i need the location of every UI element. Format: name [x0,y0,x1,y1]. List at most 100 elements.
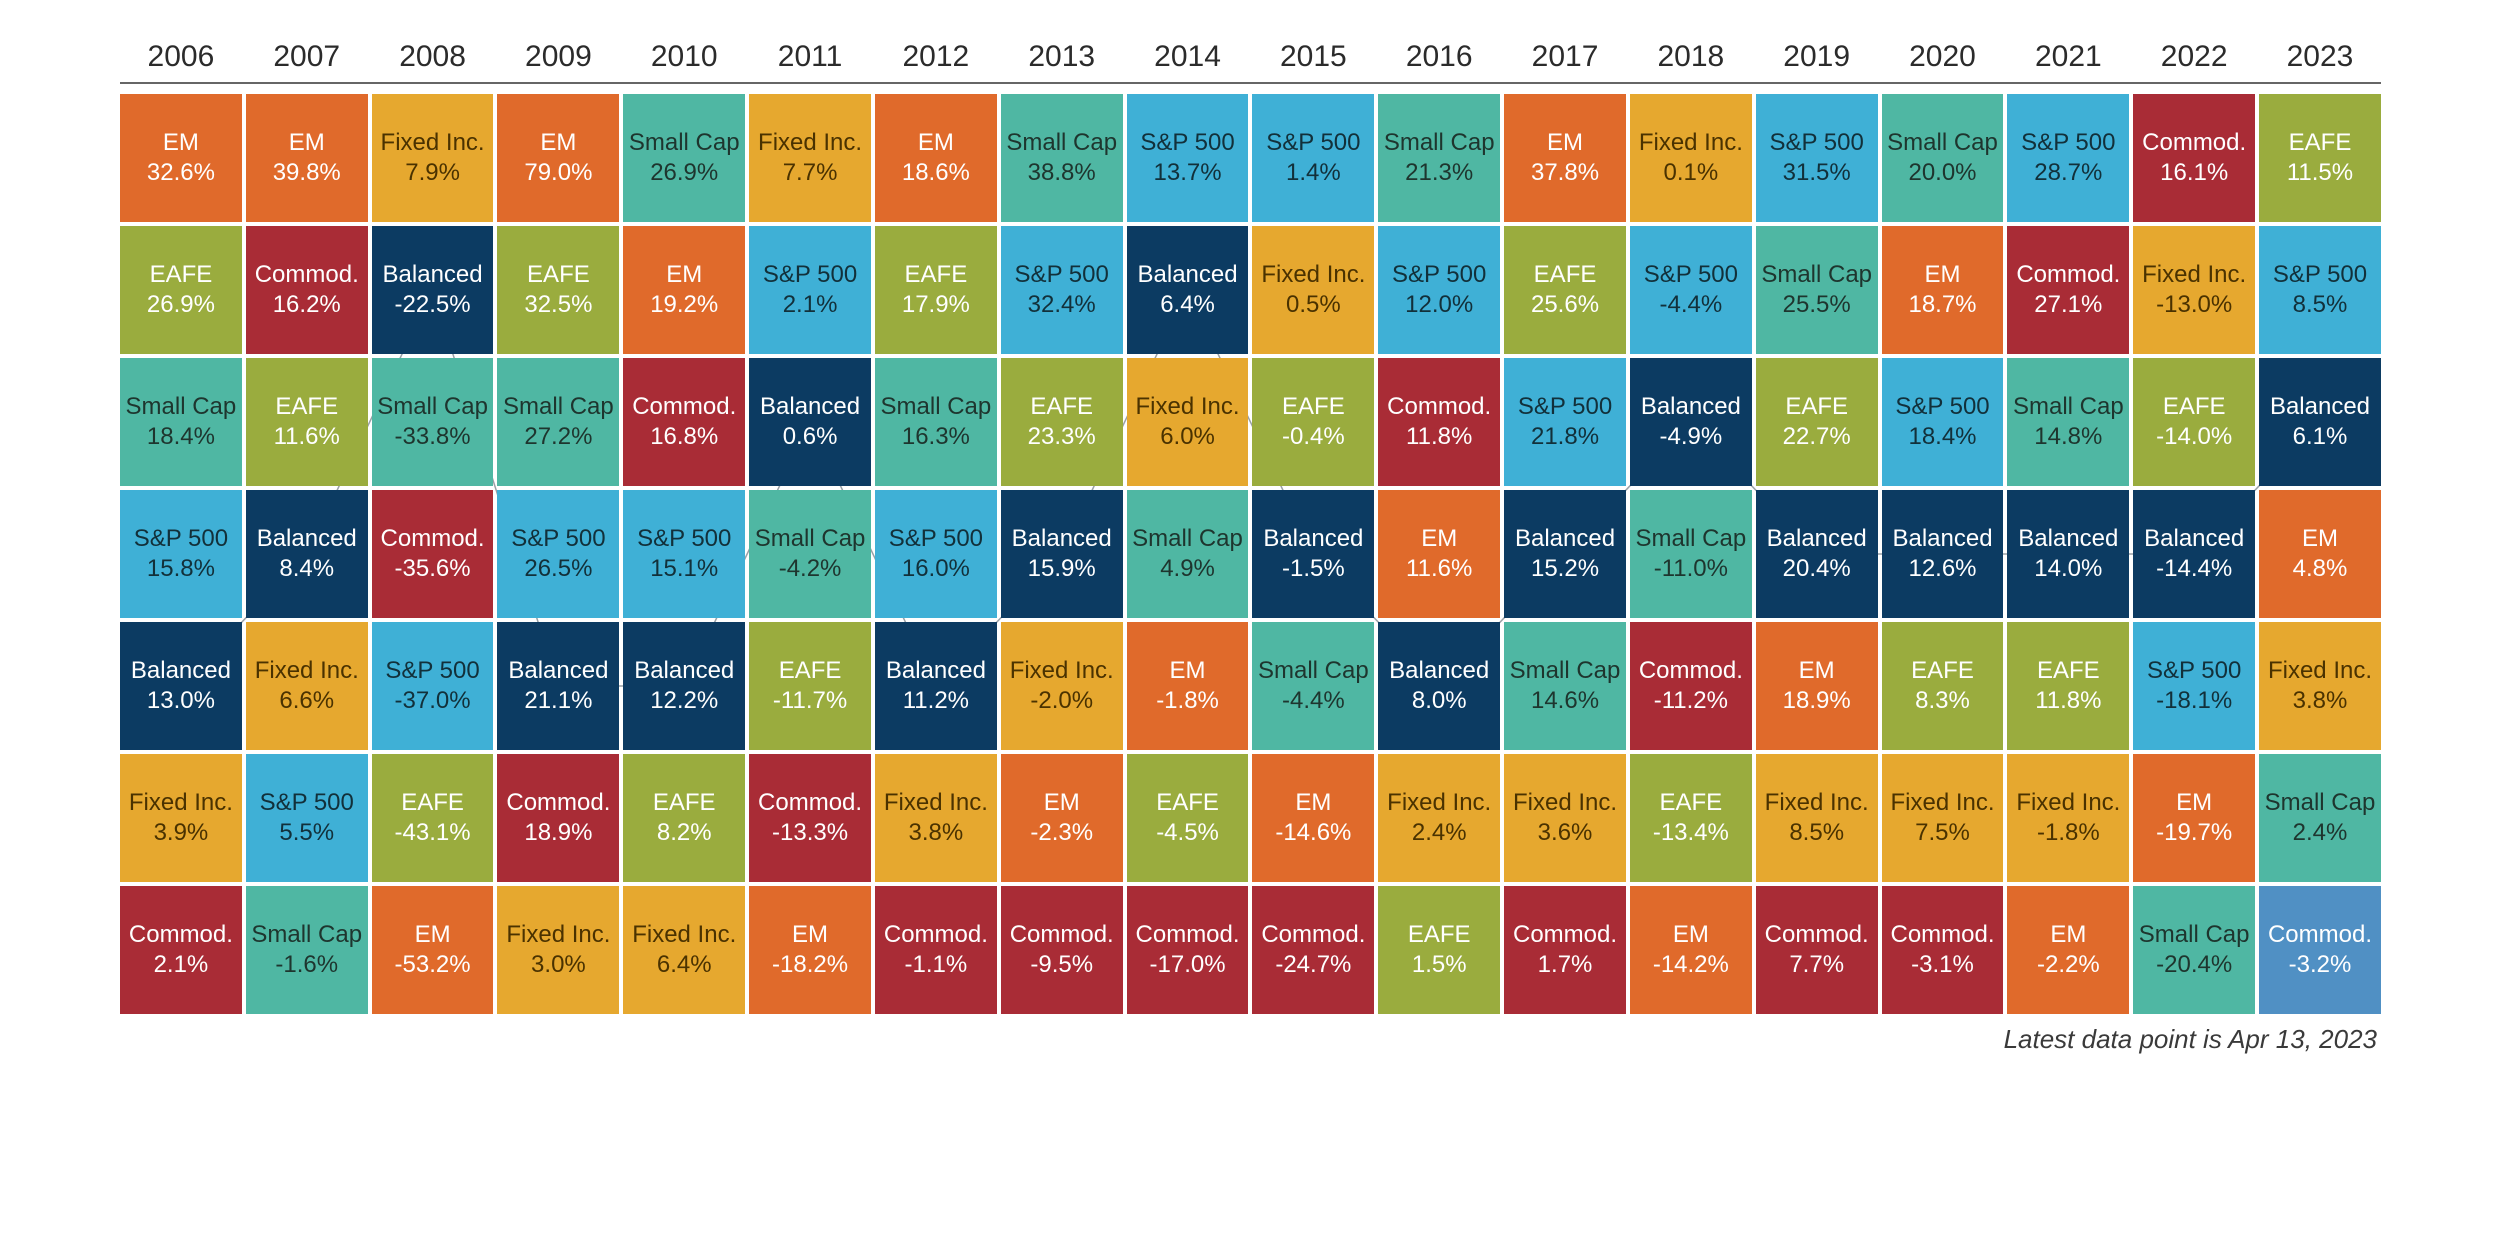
quilt-row: EM32.6%EM39.8%Fixed Inc.7.9%EM79.0%Small… [120,94,2381,222]
quilt-cell: S&P 50032.4% [1001,226,1123,354]
cell-value: 32.4% [1028,290,1096,320]
cell-value: 21.1% [524,686,592,716]
quilt-cell: EM32.6% [120,94,242,222]
year-header: 2018 [1630,40,1752,76]
year-header: 2012 [875,40,997,76]
quilt-cell: EAFE-11.7% [749,622,871,750]
cell-value: 14.8% [2034,422,2102,452]
cell-category: Fixed Inc. [2142,260,2246,290]
quilt-cell: Small Cap27.2% [497,358,619,486]
cell-value: 3.0% [531,950,586,980]
cell-value: 11.8% [1406,422,1472,452]
cell-value: -1.8% [2037,818,2100,848]
cell-value: 6.4% [1160,290,1215,320]
cell-category: Small Cap [1384,128,1495,158]
quilt-cell: EAFE-14.0% [2133,358,2255,486]
cell-category: EM [289,128,325,158]
cell-category: EAFE [1785,392,1848,422]
year-header: 2009 [497,40,619,76]
quilt-cell: Balanced15.9% [1001,490,1123,618]
quilt-cell: EM18.6% [875,94,997,222]
cell-value: -1.1% [905,950,968,980]
quilt-cell: Small Cap20.0% [1882,94,2004,222]
cell-category: Fixed Inc. [1010,656,1114,686]
cell-value: 17.9% [902,290,970,320]
cell-value: 23.3% [1028,422,1096,452]
cell-value: -4.2% [779,554,842,584]
quilt-cell: EAFE23.3% [1001,358,1123,486]
cell-category: Fixed Inc. [506,920,610,950]
cell-category: Commod. [255,260,359,290]
cell-category: EAFE [527,260,590,290]
cell-value: 26.9% [147,290,215,320]
cell-category: EM [1044,788,1080,818]
quilt-cell: Balanced0.6% [749,358,871,486]
quilt-cell: Small Cap-4.4% [1252,622,1374,750]
quilt-cell: EM79.0% [497,94,619,222]
quilt-cell: Commod.-9.5% [1001,886,1123,1014]
cell-category: S&P 500 [637,524,731,554]
quilt-cell: Commod.-1.1% [875,886,997,1014]
cell-value: -24.7% [1275,950,1351,980]
cell-value: 11.2% [903,686,969,716]
cell-category: Fixed Inc. [758,128,862,158]
cell-value: 3.9% [154,818,209,848]
cell-category: Commod. [1639,656,1743,686]
quilt-row: S&P 50015.8%Balanced8.4%Commod.-35.6%S&P… [120,490,2381,618]
quilt-cell: Fixed Inc.3.6% [1504,754,1626,882]
quilt-cell: Commod.1.7% [1504,886,1626,1014]
cell-category: Small Cap [1510,656,1621,686]
cell-value: 0.6% [783,422,838,452]
quilt-cell: EAFE-4.5% [1127,754,1249,882]
cell-value: -35.6% [395,554,471,584]
cell-value: 5.5% [279,818,334,848]
quilt-cell: Commod.-35.6% [372,490,494,618]
cell-category: EAFE [1408,920,1471,950]
cell-category: Fixed Inc. [884,788,988,818]
cell-category: Fixed Inc. [1890,788,1994,818]
quilt-cell: Small Cap25.5% [1756,226,1878,354]
cell-value: 0.5% [1286,290,1341,320]
quilt-cell: EAFE-13.4% [1630,754,1752,882]
quilt-cell: EAFE11.8% [2007,622,2129,750]
cell-value: 16.1% [2160,158,2228,188]
quilt-cell: Commod.-13.3% [749,754,871,882]
cell-value: 6.6% [279,686,334,716]
quilt-cell: S&P 5002.1% [749,226,871,354]
quilt-cell: Fixed Inc.6.6% [246,622,368,750]
cell-value: 21.3% [1405,158,1473,188]
cell-category: S&P 500 [889,524,983,554]
cell-category: S&P 500 [1770,128,1864,158]
cell-value: -13.3% [772,818,848,848]
cell-category: EAFE [779,656,842,686]
quilt-cell: EM-14.2% [1630,886,1752,1014]
cell-value: 11.5% [2287,158,2353,188]
cell-category: S&P 500 [2147,656,2241,686]
cell-category: Small Cap [2265,788,2376,818]
cell-value: -2.2% [2037,950,2100,980]
cell-value: 15.2% [1531,554,1599,584]
cell-value: 1.5% [1412,950,1467,980]
cell-category: Fixed Inc. [129,788,233,818]
quilt-cell: EM19.2% [623,226,745,354]
quilt-cell: Fixed Inc.-1.8% [2007,754,2129,882]
cell-category: Fixed Inc. [1387,788,1491,818]
cell-value: -33.8% [395,422,471,452]
cell-category: Commod. [1010,920,1114,950]
cell-value: 25.5% [1783,290,1851,320]
cell-value: -4.5% [1156,818,1219,848]
cell-category: S&P 500 [2273,260,2367,290]
quilt-cell: Fixed Inc.3.9% [120,754,242,882]
cell-value: 4.8% [2293,554,2348,584]
cell-category: S&P 500 [511,524,605,554]
cell-value: -14.4% [2156,554,2232,584]
cell-category: Balanced [1767,524,1867,554]
cell-value: -11.0% [1654,554,1728,584]
quilt-cell: Small Cap-33.8% [372,358,494,486]
cell-category: Commod. [129,920,233,950]
quilt-cell: EAFE25.6% [1504,226,1626,354]
cell-value: -13.0% [2156,290,2232,320]
quilt-cell: S&P 500-18.1% [2133,622,2255,750]
cell-value: -17.0% [1150,950,1226,980]
year-header: 2007 [246,40,368,76]
